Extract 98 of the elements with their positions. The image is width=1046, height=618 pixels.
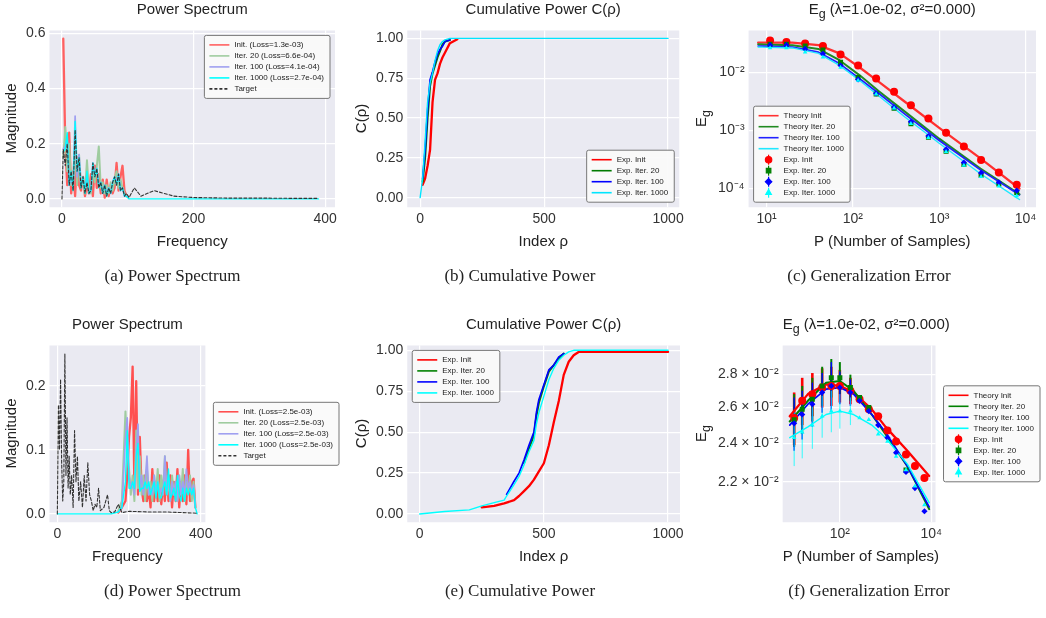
legend-label: Theory Init — [783, 110, 823, 120]
x-tick-label: 0 — [416, 210, 425, 227]
chart-title: Power Spectrum — [70, 315, 184, 332]
chart-title: E$_{g}$ (λ=1.0e-02, σ²=0.000) — [807, 0, 977, 21]
legend-label: Theory Iter. 100 — [783, 132, 841, 142]
legend-label: Target — [234, 84, 258, 94]
x-tick-label: 10² — [842, 210, 864, 227]
legend-label: Exp. Iter. 20 — [973, 445, 1017, 455]
x-tick-label: 200 — [117, 525, 141, 542]
y-tick-label: 10⁻⁴ — [717, 179, 745, 196]
legend-label: Exp. Init — [973, 434, 1004, 444]
y-tick-label: 0.1 — [25, 440, 46, 457]
x-axis-title: P (Number of Samples) — [782, 547, 940, 564]
legend-label: Exp. Init — [616, 154, 647, 164]
y-tick-label: 1.00 — [376, 341, 404, 358]
y-tick-label: 0.2 — [25, 134, 46, 151]
legend-label: Exp. Iter. 20 — [616, 165, 660, 175]
text: (a) Power Spectrum — [103, 266, 242, 286]
x-tick-label: 1000 — [652, 210, 684, 227]
legend-label: Iter. 1000 (Loss=2.7e-04) — [234, 73, 325, 83]
y-tick-label: 2.4 × 10⁻² — [718, 434, 779, 451]
x-axis-title: Index ρ — [517, 547, 570, 564]
y-tick-label: 10⁻³ — [719, 121, 745, 138]
x-tick-label: 10⁴ — [920, 525, 943, 542]
x-axis-title: Index ρ — [517, 232, 569, 249]
text: (b) Cumulative Power — [443, 266, 597, 286]
x-tick-label: 10⁴ — [1014, 210, 1037, 227]
y-tick-label: 0.75 — [376, 382, 404, 399]
y-tick-label: 0.50 — [376, 108, 404, 125]
y-tick-label: 2.6 × 10⁻² — [718, 398, 779, 415]
chart-title: E$_{g}$ (λ=1.0e-02, σ²=0.000) — [782, 315, 950, 336]
legend-label: Exp. Iter. 1000 — [442, 388, 495, 398]
legend-label: Iter. 100 (Loss=4.1e-04) — [234, 62, 320, 72]
legend-label: Exp. Init — [442, 355, 472, 365]
x-tick-label: 0 — [415, 525, 424, 542]
y-tick-label: 0.25 — [376, 148, 404, 165]
y-tick-label: 0.4 — [25, 79, 46, 96]
legend-label: Exp. Iter. 100 — [973, 456, 1022, 466]
legend-label: Target — [243, 451, 267, 460]
y-tick-label: 0.00 — [376, 188, 404, 205]
x-axis-title: Frequency — [90, 547, 164, 564]
legend-label: Exp. Iter. 1000 — [616, 187, 669, 197]
legend-label: Exp. Iter. 1000 — [973, 467, 1026, 477]
y-tick-label: 10⁻² — [719, 62, 745, 79]
legend-label: Theory Iter. 100 — [973, 412, 1031, 422]
y-tick-label: 0.75 — [376, 69, 404, 86]
legend-label: Theory Init — [973, 390, 1013, 400]
x-tick-label: 400 — [189, 525, 213, 542]
y-tick-label: 1.00 — [376, 29, 404, 46]
legend-label: Theory Iter. 1000 — [973, 423, 1035, 433]
text: (c) Generalization Error — [786, 266, 952, 286]
legend-label: Iter. 1000 (Loss=2.5e-03) — [243, 440, 334, 449]
y-tick-label: 0.50 — [376, 423, 404, 440]
legend-label: Theory Iter. 20 — [973, 401, 1026, 411]
legend-label: Exp. Iter. 1000 — [783, 187, 836, 197]
y-tick-label: 2.8 × 10⁻² — [718, 365, 779, 382]
legend-label: Init. (Loss=2.5e-03) — [243, 407, 313, 416]
x-tick-label: 500 — [532, 210, 557, 227]
y-axis-title: Magnitude — [1, 83, 19, 154]
text: (f) Generalization Error — [787, 581, 951, 601]
text: (d) Power Spectrum — [103, 581, 242, 601]
x-tick-label: 1000 — [652, 525, 684, 542]
x-tick-label: 10² — [829, 525, 851, 542]
x-tick-label: 10³ — [929, 210, 950, 227]
legend-label: Exp. Init — [783, 154, 814, 164]
text: (e) Cumulative Power — [443, 581, 597, 601]
x-tick-label: 400 — [313, 210, 338, 227]
chart-title: Power Spectrum — [135, 0, 249, 17]
legend-label: Theory Iter. 1000 — [783, 143, 845, 153]
chart-title: Cumulative Power C(ρ) — [464, 0, 622, 17]
x-tick-label: 0 — [53, 525, 62, 542]
legend-label: Init. (Loss=1.3e-03) — [234, 40, 304, 50]
legend-label: Exp. Iter. 100 — [442, 377, 490, 387]
x-axis-title: Frequency — [155, 232, 229, 249]
legend-label: Iter. 20 (Loss=2.5e-03) — [243, 418, 325, 427]
x-tick-label: 10¹ — [756, 210, 777, 227]
x-tick-label: 200 — [181, 210, 206, 227]
y-tick-label: 0.2 — [25, 376, 46, 393]
x-tick-label: 0 — [58, 210, 67, 227]
y-axis-title: C(ρ) — [351, 104, 369, 134]
legend-label: Exp. Iter. 20 — [783, 165, 827, 175]
legend-label: Exp. Iter. 100 — [783, 176, 832, 186]
y-tick-label: 0.00 — [376, 504, 404, 521]
y-tick-label: 0.0 — [25, 189, 46, 206]
x-tick-label: 500 — [532, 525, 556, 542]
y-tick-label: 0.0 — [25, 504, 46, 521]
x-axis-title: P (Number of Samples) — [813, 232, 972, 249]
y-axis-title: Magnitude — [1, 398, 19, 469]
y-tick-label: 2.2 × 10⁻² — [718, 472, 779, 489]
y-axis-title: C(ρ) — [351, 419, 369, 449]
y-tick-label: 0.6 — [25, 24, 46, 41]
legend-label: Exp. Iter. 20 — [442, 366, 486, 376]
legend-label: Exp. Iter. 100 — [616, 176, 665, 186]
chart-title: Cumulative Power C(ρ) — [465, 315, 623, 332]
legend-label: Iter. 100 (Loss=2.5e-03) — [243, 429, 329, 438]
legend-label: Theory Iter. 20 — [783, 121, 836, 131]
legend-label: Iter. 20 (Loss=6.6e-04) — [234, 51, 316, 61]
y-tick-label: 0.25 — [376, 463, 404, 480]
